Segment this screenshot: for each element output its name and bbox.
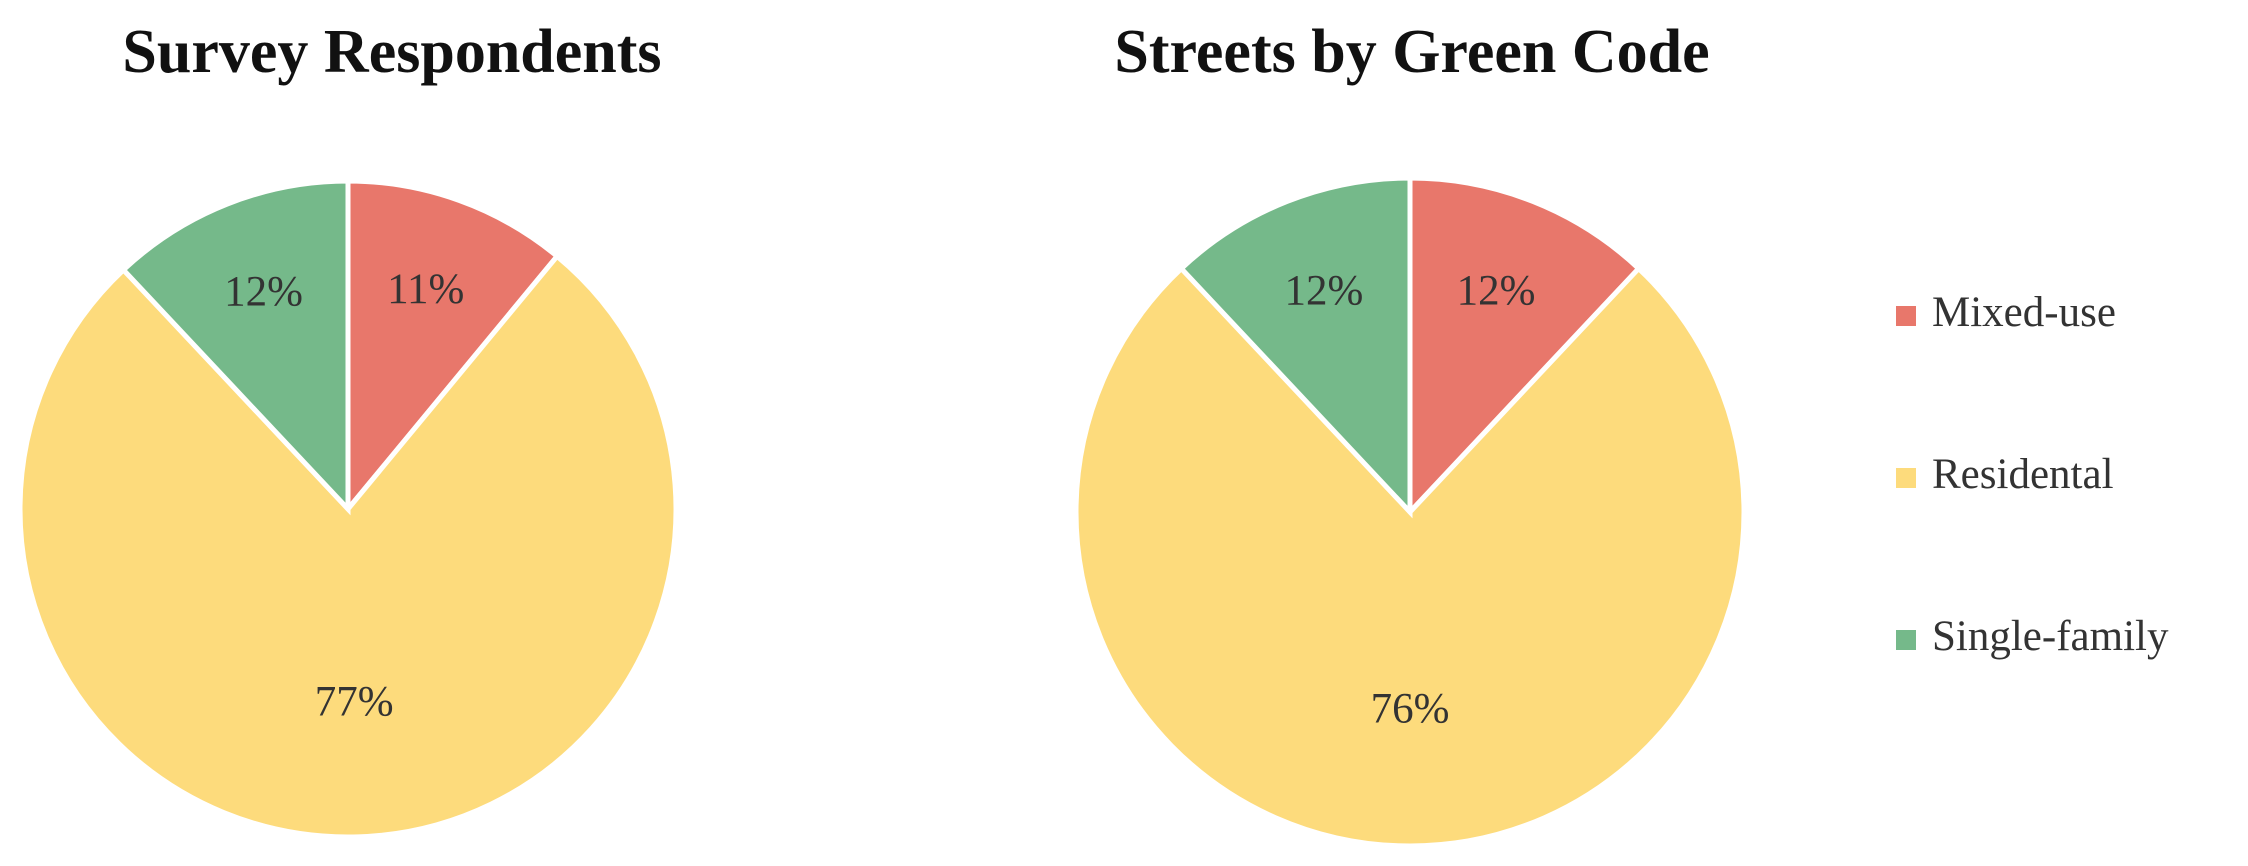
- legend-label: Mixed-use: [1932, 289, 2116, 336]
- chart-title: Streets by Green Code: [1114, 18, 1709, 86]
- data-label: 12%: [1457, 267, 1536, 314]
- legend-marker: [1896, 630, 1916, 650]
- legend-marker: [1896, 306, 1916, 326]
- pie-slice: [1177, 175, 1413, 519]
- data-label: 76%: [1371, 685, 1450, 732]
- data-label: 12%: [224, 268, 303, 315]
- legend-marker: [1896, 468, 1916, 488]
- pie-slice: [1407, 175, 1643, 519]
- data-label: 11%: [387, 266, 464, 313]
- pie-slice: [1073, 264, 1747, 849]
- chart-title: Survey Respondents: [122, 18, 661, 86]
- pie-slice: [345, 178, 561, 516]
- pie-slice: [17, 252, 679, 840]
- data-label: 12%: [1285, 267, 1364, 314]
- legend-label: Single-family: [1932, 613, 2169, 660]
- pie-slice: [119, 178, 351, 516]
- data-label: 77%: [315, 679, 394, 726]
- legend-label: Residental: [1932, 451, 2114, 498]
